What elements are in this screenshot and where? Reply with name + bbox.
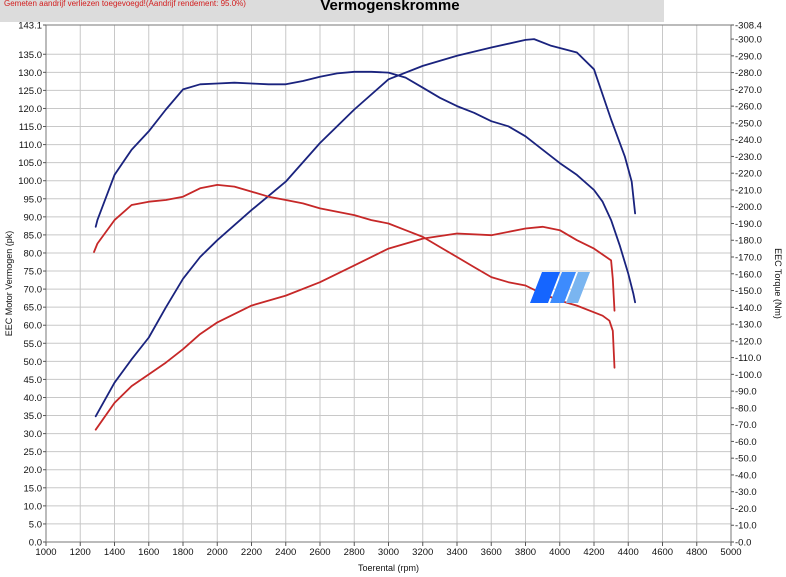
left-tick-label: 80.0 bbox=[24, 248, 43, 259]
x-tick-label: 2800 bbox=[344, 547, 365, 558]
right-tick-label: -120.0 bbox=[735, 336, 762, 347]
series-line-2 bbox=[94, 38, 636, 418]
x-axis-label: Toerental (rpm) bbox=[358, 563, 419, 573]
left-tick-label: 25.0 bbox=[24, 447, 43, 458]
x-tick-label: 5000 bbox=[720, 547, 741, 558]
x-tick-label: 4000 bbox=[549, 547, 570, 558]
right-tick-label: -0.0 bbox=[735, 538, 751, 549]
right-tick-label: -90.0 bbox=[735, 387, 757, 398]
left-tick-label: 75.0 bbox=[24, 267, 43, 278]
right-tick-label: -30.0 bbox=[735, 487, 757, 498]
right-tick-label: -260.0 bbox=[735, 102, 762, 113]
series-lines bbox=[93, 38, 636, 431]
right-tick-label: -230.0 bbox=[735, 152, 762, 163]
x-tick-label: 2600 bbox=[309, 547, 330, 558]
right-axis-label: EEC Torque (Nm) bbox=[773, 248, 783, 319]
x-tick-label: 2400 bbox=[275, 547, 296, 558]
right-tick-label: -130.0 bbox=[735, 320, 762, 331]
right-tick-label: -180.0 bbox=[735, 236, 762, 247]
x-tick-label: 2200 bbox=[241, 547, 262, 558]
x-tick-label: 3800 bbox=[515, 547, 536, 558]
left-tick-label: 45.0 bbox=[24, 375, 43, 386]
right-tick-label: -10.0 bbox=[735, 521, 757, 532]
right-tick-label: -100.0 bbox=[735, 370, 762, 381]
right-tick-label: -290.0 bbox=[735, 51, 762, 62]
right-tick-label: -110.0 bbox=[735, 353, 761, 364]
left-tick-label: 30.0 bbox=[24, 429, 43, 440]
x-tick-label: 4200 bbox=[583, 547, 604, 558]
left-axis-ticks: 0.0 5.0 10.0 15.0 20.0 25.0 30.0 35.0 40.0 45.0 50… bbox=[18, 21, 46, 549]
left-tick-label: 85.0 bbox=[24, 230, 43, 241]
left-tick-label: 135.0 bbox=[18, 50, 42, 61]
right-tick-label: -60.0 bbox=[735, 437, 757, 448]
right-tick-label: -220.0 bbox=[735, 169, 762, 180]
x-tick-label: 3000 bbox=[378, 547, 399, 558]
watermark-logo bbox=[530, 272, 590, 303]
left-tick-label: 143.1 bbox=[18, 21, 42, 32]
left-tick-label: 35.0 bbox=[24, 411, 43, 422]
x-axis-ticks: 1000 1200 1400 1600 1800 2000 2200 2400 2600 2800… bbox=[35, 542, 742, 558]
left-tick-label: 95.0 bbox=[24, 194, 43, 205]
left-tick-label: 40.0 bbox=[24, 393, 43, 404]
x-tick-label: 1200 bbox=[70, 547, 91, 558]
left-tick-label: 100.0 bbox=[18, 176, 42, 187]
x-tick-label: 1800 bbox=[172, 547, 193, 558]
right-axis-ticks: -0.0 -10.0 -20.0 -30.0 -40.0 -50.0 -60.0 -70.0 -… bbox=[731, 21, 762, 549]
left-tick-label: 50.0 bbox=[24, 357, 43, 368]
right-tick-label: -20.0 bbox=[735, 504, 757, 515]
drive-loss-note: Gemeten aandrijf verliezen toegevoegd!(A… bbox=[4, 0, 246, 8]
left-tick-label: 15.0 bbox=[24, 483, 43, 494]
x-tick-label: 1600 bbox=[138, 547, 159, 558]
right-tick-label: -250.0 bbox=[735, 118, 762, 129]
left-tick-label: 110.0 bbox=[19, 140, 42, 151]
x-tick-label: 2000 bbox=[207, 547, 228, 558]
right-tick-label: -50.0 bbox=[735, 454, 757, 465]
right-tick-label: -200.0 bbox=[735, 202, 762, 213]
left-tick-label: 120.0 bbox=[18, 104, 42, 115]
x-tick-label: 4800 bbox=[686, 547, 707, 558]
left-tick-label: 130.0 bbox=[18, 68, 42, 79]
left-tick-label: 105.0 bbox=[18, 158, 42, 169]
x-tick-label: 1400 bbox=[104, 547, 125, 558]
left-tick-label: 55.0 bbox=[24, 339, 43, 350]
right-tick-label: -210.0 bbox=[735, 185, 762, 196]
right-tick-label: -80.0 bbox=[735, 403, 757, 414]
left-axis-label: EEC Motor Vermogen (pk) bbox=[4, 231, 14, 337]
right-tick-label: -280.0 bbox=[735, 68, 762, 79]
right-tick-label: -300.0 bbox=[735, 35, 762, 46]
left-tick-label: 65.0 bbox=[24, 303, 43, 314]
left-tick-label: 70.0 bbox=[24, 285, 43, 296]
right-tick-label: -190.0 bbox=[735, 219, 762, 230]
right-tick-label: -270.0 bbox=[735, 85, 762, 96]
right-tick-label: -170.0 bbox=[735, 253, 762, 264]
left-tick-label: 20.0 bbox=[24, 465, 43, 476]
left-tick-label: 60.0 bbox=[24, 321, 43, 332]
chart-title: Vermogenskromme bbox=[320, 0, 460, 14]
series-line-1 bbox=[94, 70, 636, 304]
left-tick-label: 0.0 bbox=[29, 538, 42, 549]
x-tick-label: 3200 bbox=[412, 547, 433, 558]
title-bar bbox=[0, 0, 664, 22]
x-tick-label: 4400 bbox=[618, 547, 639, 558]
grid bbox=[45, 24, 732, 543]
left-tick-label: 90.0 bbox=[24, 212, 43, 223]
x-tick-label: 3400 bbox=[446, 547, 467, 558]
right-tick-label: -160.0 bbox=[735, 269, 762, 280]
x-tick-label: 1000 bbox=[35, 547, 56, 558]
series-line-4 bbox=[94, 225, 616, 431]
x-tick-label: 4600 bbox=[652, 547, 673, 558]
x-tick-label: 3600 bbox=[481, 547, 502, 558]
series-line-3 bbox=[93, 183, 616, 369]
left-tick-label: 10.0 bbox=[24, 501, 43, 512]
left-tick-label: 115.0 bbox=[19, 122, 42, 133]
left-tick-label: 5.0 bbox=[29, 519, 42, 530]
left-tick-label: 125.0 bbox=[18, 86, 42, 97]
right-tick-label: -40.0 bbox=[735, 470, 757, 481]
right-tick-label: -150.0 bbox=[735, 286, 762, 297]
right-tick-label: -308.4 bbox=[735, 21, 762, 32]
right-tick-label: -140.0 bbox=[735, 303, 762, 314]
right-tick-label: -70.0 bbox=[735, 420, 757, 431]
right-tick-label: -240.0 bbox=[735, 135, 762, 146]
